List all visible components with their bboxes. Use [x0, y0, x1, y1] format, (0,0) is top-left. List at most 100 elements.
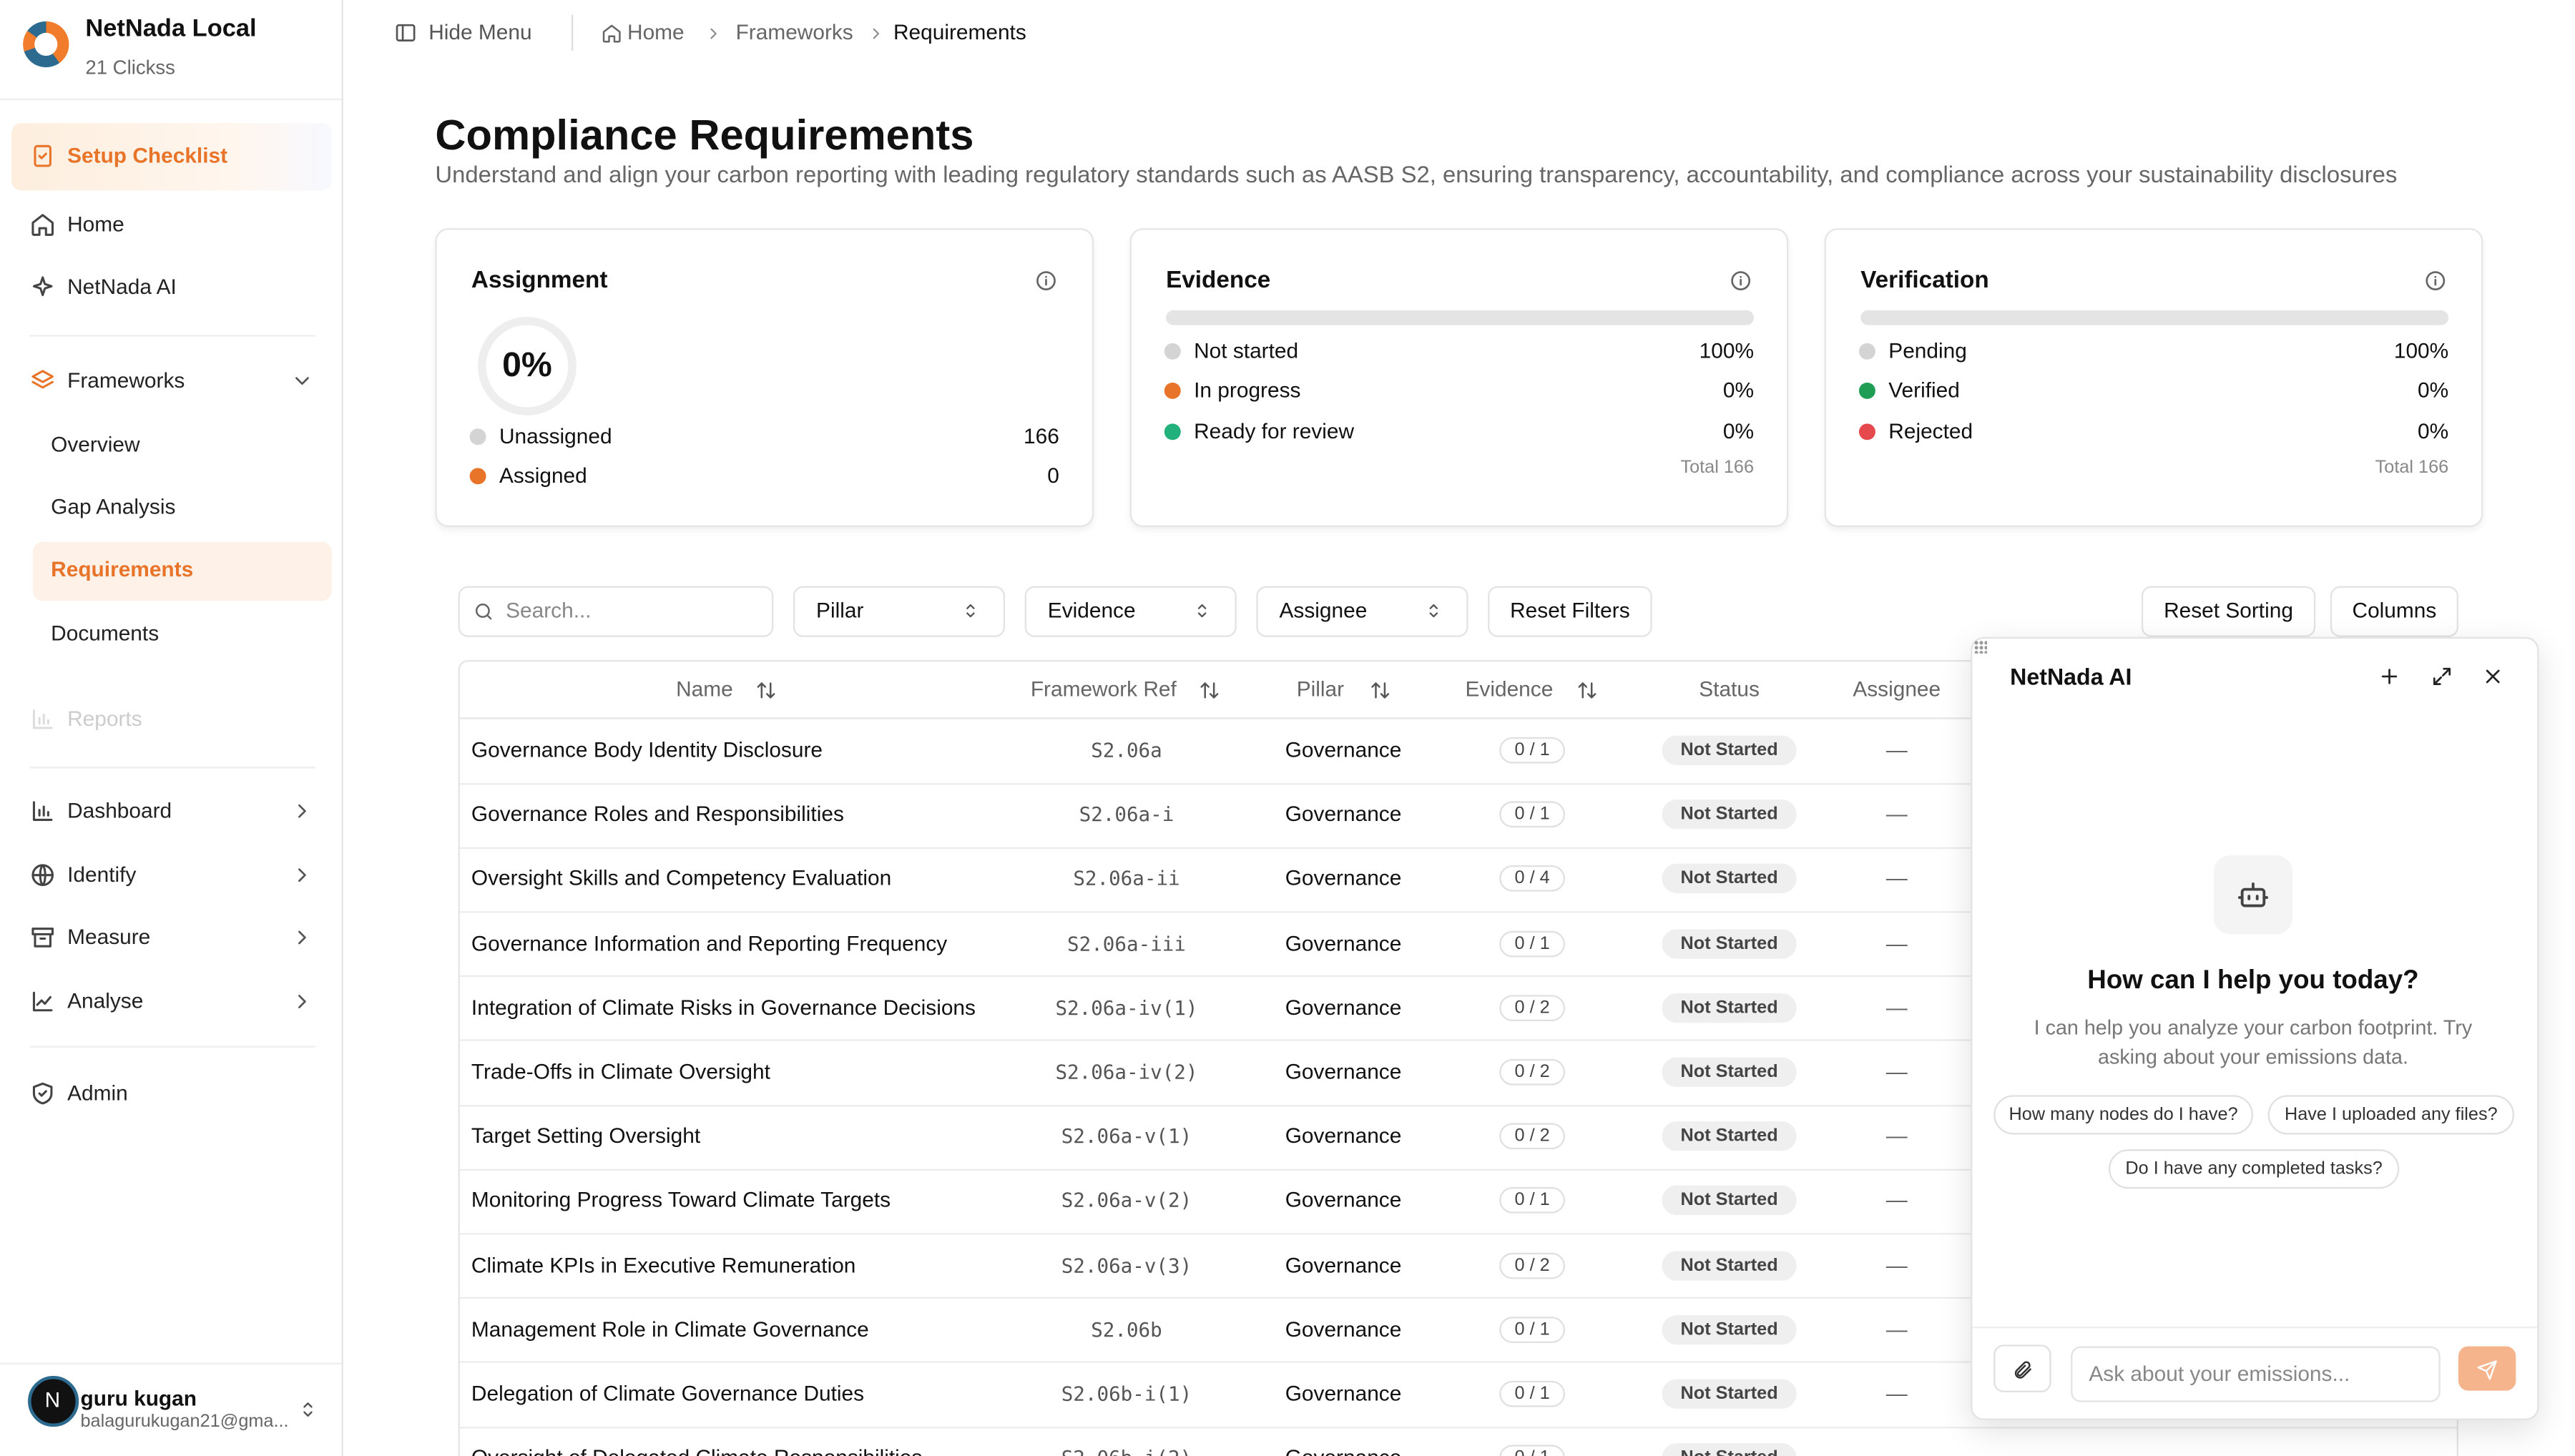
nav-item[interactable]: Identify	[67, 862, 137, 887]
chat-text: I can help you analyze your carbon footp…	[2034, 1016, 2473, 1069]
nav-item[interactable]: Requirements	[51, 556, 194, 581]
row-rule	[459, 1362, 2457, 1364]
status-dot	[1858, 343, 1875, 360]
column-header[interactable]: Assignee	[1853, 676, 1941, 702]
icon	[1198, 679, 1220, 700]
icon-shape	[303, 1401, 312, 1416]
requirement-name[interactable]: Governance Body Identity Disclosure	[471, 737, 823, 762]
requirement-name[interactable]: Management Role in Climate Governance	[471, 1316, 869, 1342]
breadcrumb[interactable]: Home	[627, 19, 685, 44]
assignee: —	[1885, 1316, 1908, 1342]
suggestion-chip[interactable]	[1993, 1095, 2253, 1135]
row-label: Rejected	[1888, 418, 1973, 443]
breadcrumb[interactable]: Frameworks	[735, 19, 853, 44]
requirement-name[interactable]: Delegation of Climate Governance Duties	[471, 1380, 865, 1406]
status-badge	[1662, 1250, 1797, 1280]
requirement-name[interactable]: Monitoring Progress Toward Climate Targe…	[471, 1187, 891, 1213]
status-dot	[1164, 382, 1181, 399]
filter-select[interactable]	[1024, 586, 1237, 637]
nav-item[interactable]: Gap Analysis	[51, 494, 176, 519]
nav-item[interactable]: Dashboard	[67, 797, 172, 823]
pillar: Governance	[1285, 1316, 1402, 1342]
suggestion: Have I uploaded any files?	[2284, 1105, 2498, 1125]
status-badge	[1662, 735, 1797, 765]
search-input[interactable]	[458, 586, 774, 637]
status-badge	[1662, 1379, 1797, 1409]
status-dot	[469, 428, 486, 446]
icon-shape	[32, 709, 53, 729]
status-dot	[1164, 423, 1181, 441]
column-header[interactable]: Pillar	[1296, 676, 1345, 702]
nav-item[interactable]: Setup Checklist	[67, 142, 228, 168]
icon	[29, 706, 56, 732]
icon-shape	[32, 801, 53, 821]
evidence-count: 0 / 1	[1514, 1191, 1550, 1211]
framework-ref: S2.06b-i(2)	[995, 1442, 1257, 1456]
suggestion-chip[interactable]	[2108, 1149, 2400, 1189]
framework-ref: S2.06a-v(3)	[1061, 1254, 1192, 1277]
assignee: —	[1885, 865, 1908, 891]
attach-btn[interactable]	[1993, 1344, 2051, 1392]
column-header[interactable]: Name	[676, 676, 733, 702]
nav-item[interactable]: Overview	[51, 431, 140, 457]
row-value: 166	[1024, 423, 1059, 448]
requirement-name[interactable]: Oversight Skills and Competency Evaluati…	[471, 865, 892, 891]
total: Total 166	[2375, 458, 2449, 478]
evidence-badge	[1499, 994, 1565, 1021]
icon-shape	[31, 864, 54, 887]
reset-sorting-btn[interactable]	[2141, 586, 2316, 637]
columns-btn[interactable]	[2330, 586, 2458, 637]
chat-input[interactable]	[2071, 1346, 2441, 1402]
framework-ref: S2.06a	[1091, 739, 1162, 762]
requirement-name[interactable]: Integration of Climate Risks in Governan…	[471, 994, 976, 1020]
icon	[866, 24, 884, 41]
reset-filters-btn[interactable]	[1488, 586, 1652, 637]
status: Not Started	[1680, 740, 1778, 761]
column-header[interactable]: Evidence	[1465, 676, 1554, 702]
requirement-name[interactable]: Climate KPIs in Executive Remuneration	[471, 1251, 856, 1277]
icon	[2378, 665, 2400, 688]
nav-item[interactable]: Measure	[67, 924, 151, 950]
pillar: Governance	[1285, 930, 1402, 955]
filter-select[interactable]	[793, 586, 1006, 637]
icon-shape	[38, 152, 47, 159]
icon	[1192, 601, 1212, 621]
icon-shape	[2237, 882, 2269, 907]
evidence-badge	[1499, 1123, 1565, 1150]
evidence-badge	[1499, 1316, 1565, 1343]
requirement-name[interactable]: Governance Information and Reporting Fre…	[471, 930, 948, 955]
icon	[472, 600, 494, 621]
icon	[29, 212, 56, 238]
icon-shape	[1577, 682, 1596, 698]
suggestion-chip[interactable]	[2267, 1095, 2515, 1135]
requirement-name[interactable]: Target Setting Oversight	[471, 1123, 701, 1148]
status: Not Started	[1680, 998, 1778, 1018]
requirement-name[interactable]: Trade-Offs in Climate Oversight	[471, 1058, 770, 1084]
nav-item[interactable]: Analyse	[67, 988, 144, 1013]
requirement-name[interactable]: Oversight of Delegated Climate Responsib…	[471, 1442, 922, 1456]
status: Not Started	[1680, 1191, 1778, 1211]
status: Not Started	[1680, 805, 1778, 825]
status-dot	[1858, 382, 1875, 399]
hide-menu[interactable]: Hide Menu	[428, 19, 532, 44]
icon-shape	[32, 709, 53, 729]
row-value: 0%	[2418, 378, 2449, 403]
filter-label: Pillar	[816, 597, 864, 623]
pillar: Governance	[1245, 1442, 1442, 1456]
status-dot	[469, 468, 486, 485]
status: Not Started	[1680, 1255, 1778, 1275]
filter-select[interactable]	[1256, 586, 1468, 637]
nav-item[interactable]: Admin	[67, 1080, 128, 1106]
column-header[interactable]: Framework Ref	[1030, 676, 1177, 702]
requirement-name[interactable]: Governance Roles and Responsibilities	[471, 801, 844, 827]
evidence-count: 0 / 1	[1514, 805, 1550, 825]
nav-item[interactable]: NetNada AI	[67, 274, 177, 299]
nav-item[interactable]: Documents	[51, 620, 160, 646]
nav-item[interactable]: Frameworks	[67, 368, 185, 393]
nav-item[interactable]: Reports	[67, 706, 142, 731]
divider	[29, 767, 315, 769]
column-header[interactable]: Status	[1699, 676, 1760, 702]
status-badge	[1662, 864, 1797, 894]
icon-shape	[2381, 669, 2398, 684]
nav-item[interactable]: Home	[67, 212, 124, 237]
